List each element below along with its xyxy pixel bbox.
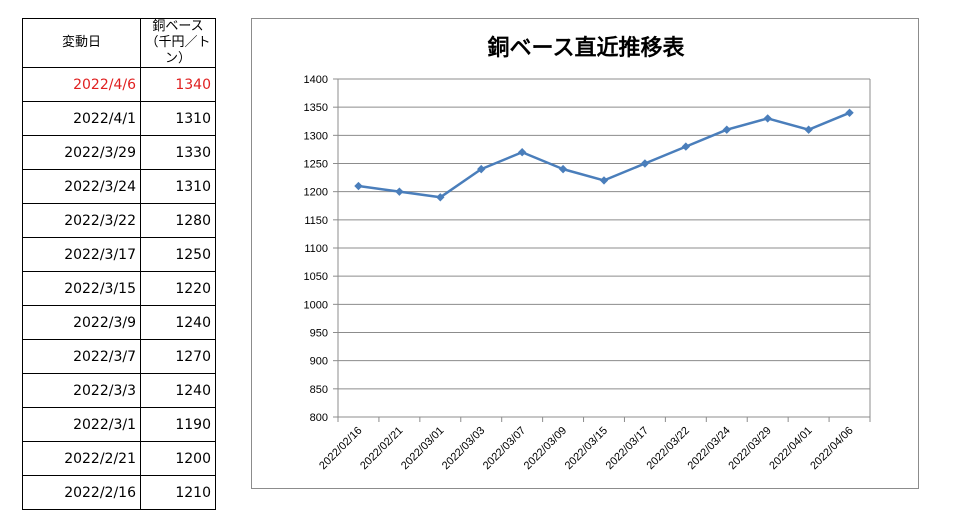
- x-tick-label: 2022/04/01: [767, 425, 814, 472]
- data-point: [763, 114, 772, 123]
- row-date: 2022/3/3: [22, 373, 141, 408]
- series: [354, 108, 854, 202]
- table-row: 2022/3/15 1220: [22, 271, 216, 306]
- chart-area: 銅ベース直近推移表 800 850 900 950 1000 1050 1100 1150 12…: [251, 18, 919, 489]
- data-point: [599, 176, 609, 185]
- x-tick-label: 2022/03/03: [440, 425, 487, 472]
- row-date: 2022/3/9: [22, 305, 141, 340]
- y-tick-label: 1250: [304, 159, 328, 171]
- table-row: 2022/3/24 1310: [22, 169, 216, 204]
- row-price: 1220: [140, 271, 216, 306]
- line-chart: 銅ベース直近推移表 800 850 900 950 1000 1050 1100 1150 12…: [304, 35, 871, 472]
- y-tick-label: 1350: [304, 102, 328, 114]
- table-row: 2022/3/22 1280: [22, 203, 216, 238]
- table-row: 2022/4/6 1340: [22, 67, 216, 102]
- x-tick-label: 2022/03/01: [399, 425, 446, 472]
- chart-title: 銅ベース直近推移表: [488, 35, 686, 61]
- y-tick-label: 1300: [304, 130, 328, 142]
- table-row: 2022/3/1 1190: [22, 407, 216, 442]
- row-date: 2022/3/24: [22, 169, 141, 204]
- x-tick-label: 2022/03/15: [563, 425, 610, 472]
- y-tick-label: 1100: [304, 243, 328, 255]
- table-header-row: 変動日 銅ベース （千円／トン）: [22, 18, 216, 68]
- data-point: [354, 181, 363, 191]
- table-row: 2022/4/1 1310: [22, 101, 216, 136]
- header-price-line2: （千円／トン）: [145, 35, 211, 66]
- table-row: 2022/3/7 1270: [22, 339, 216, 374]
- row-date: 2022/3/1: [22, 407, 141, 442]
- row-date: 2022/4/6: [22, 67, 141, 102]
- x-tick-label: 2022/04/06: [808, 425, 855, 472]
- x-tick-label: 2022/03/07: [481, 425, 528, 472]
- row-price: 1340: [140, 67, 216, 102]
- row-price: 1190: [140, 407, 216, 442]
- y-tick-label: 1200: [304, 187, 328, 199]
- x-tick-label: 2022/03/24: [685, 425, 732, 472]
- header-date: 変動日: [22, 18, 141, 68]
- row-price: 1240: [140, 373, 216, 408]
- y-tick-label: 1000: [304, 299, 328, 311]
- row-date: 2022/3/7: [22, 339, 141, 374]
- row-price: 1310: [140, 101, 216, 136]
- row-price: 1240: [140, 305, 216, 340]
- x-tick-label: 2022/03/17: [604, 425, 651, 472]
- table-row: 2022/2/21 1200: [22, 441, 216, 476]
- x-tick-label: 2022/03/29: [726, 425, 773, 472]
- data-point: [722, 125, 731, 134]
- data-point: [436, 193, 445, 202]
- y-tick-labels: 800 850 900 950 1000 1050 1100 1150 1200 1250 1300…: [304, 74, 328, 424]
- row-date: 2022/2/21: [22, 441, 141, 476]
- row-date: 2022/4/1: [22, 101, 141, 136]
- row-date: 2022/2/16: [22, 475, 141, 510]
- grid: [338, 78, 870, 418]
- y-tick-label: 1050: [304, 271, 328, 283]
- x-tick-label: 2022/03/22: [645, 425, 692, 472]
- row-date: 2022/3/17: [22, 237, 141, 272]
- y-tick-label: 1150: [304, 215, 328, 227]
- row-price: 1210: [140, 475, 216, 510]
- row-price: 1330: [140, 135, 216, 170]
- table-row: 2022/3/9 1240: [22, 305, 216, 340]
- row-price: 1280: [140, 203, 216, 238]
- axes: [333, 78, 871, 422]
- x-tick-label: 2022/02/16: [317, 425, 364, 472]
- series-line: [358, 111, 851, 199]
- row-date: 2022/3/22: [22, 203, 141, 238]
- x-tick-label: 2022/03/09: [522, 425, 569, 472]
- table-row: 2022/3/29 1330: [22, 135, 216, 170]
- table-row: 2022/3/17 1250: [22, 237, 216, 272]
- data-point: [804, 125, 813, 134]
- table-row: 2022/2/16 1210: [22, 475, 216, 510]
- data-point: [517, 148, 527, 157]
- header-price-line1: 銅ベース: [152, 19, 204, 34]
- y-tick-label: 800: [310, 412, 328, 424]
- y-tick-label: 900: [310, 356, 328, 368]
- row-price: 1310: [140, 169, 216, 204]
- x-tick-labels: 2022/02/162022/02/212022/03/012022/03/03…: [317, 425, 855, 472]
- data-point: [477, 164, 486, 174]
- table-row: 2022/3/3 1240: [22, 373, 216, 408]
- data-point: [845, 108, 854, 117]
- data-point: [395, 187, 404, 196]
- row-date: 2022/3/15: [22, 271, 141, 306]
- header-price: 銅ベース （千円／トン）: [140, 18, 216, 68]
- price-table: 変動日 銅ベース （千円／トン） 2022/4/6 1340 2022/4/1 131…: [22, 18, 216, 510]
- row-price: 1250: [140, 237, 216, 272]
- y-tick-label: 1400: [304, 74, 328, 86]
- data-point: [681, 142, 691, 151]
- y-tick-label: 950: [310, 328, 328, 340]
- y-tick-label: 850: [310, 384, 328, 396]
- x-tick-label: 2022/02/21: [358, 425, 405, 472]
- data-point: [640, 159, 650, 168]
- row-price: 1270: [140, 339, 216, 374]
- row-price: 1200: [140, 441, 216, 476]
- row-date: 2022/3/29: [22, 135, 141, 170]
- data-point: [558, 164, 568, 174]
